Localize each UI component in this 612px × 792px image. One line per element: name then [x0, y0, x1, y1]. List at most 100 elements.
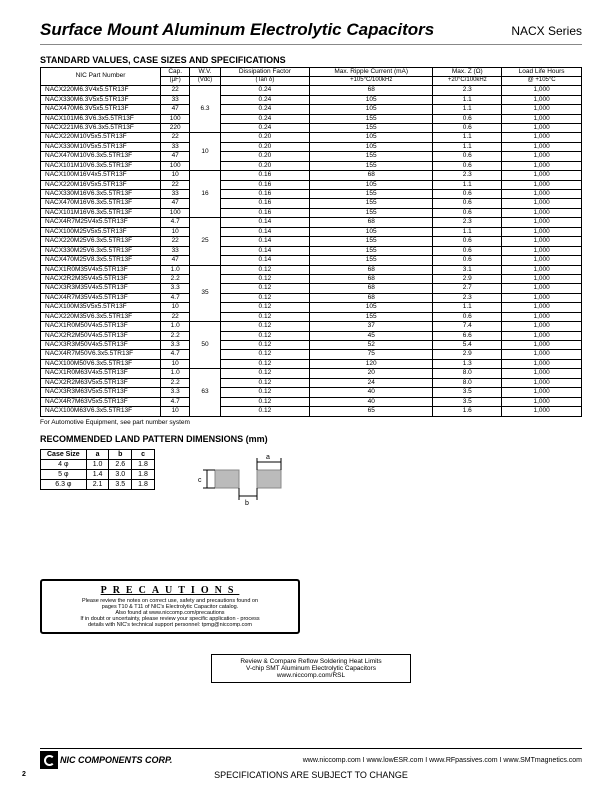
cell-life: 1,000: [502, 293, 582, 302]
cell-cap: 4.7: [161, 397, 190, 406]
cell-life: 1,000: [502, 350, 582, 359]
cell-wv: 16: [190, 171, 220, 218]
cell-ripple: 68: [310, 171, 433, 180]
cell-cap: 10: [161, 407, 190, 416]
cell-df: 0.12: [220, 407, 309, 416]
cell-pn: NACX4R7M63V5x5.5TR13F: [41, 397, 161, 406]
review-l1: Review & Compare Reflow Soldering Heat L…: [215, 658, 407, 665]
cell-life: 1,000: [502, 227, 582, 236]
cell-df: 0.12: [220, 350, 309, 359]
cell-z: 7.4: [433, 322, 502, 331]
th-life: Load Life Hours: [502, 68, 582, 77]
cell-df: 0.12: [220, 265, 309, 274]
table-row: NACX330M6.3V5x5.5TR13F 33 0.24 105 1.1 1…: [41, 95, 582, 104]
cell-z: 3.1: [433, 265, 502, 274]
page-title: Surface Mount Aluminum Electrolytic Capa…: [40, 20, 434, 40]
cell-ripple: 40: [310, 397, 433, 406]
spec-change-notice: SPECIFICATIONS ARE SUBJECT TO CHANGE: [40, 770, 582, 780]
table-row: NACX101M10V6.3x5.5TR13F 100 0.20 155 0.6…: [41, 161, 582, 170]
precautions-l5: details with NIC's technical support per…: [46, 622, 294, 628]
table-row: NACX3R3M63V5x5.5TR13F 3.3 0.12 40 3.5 1,…: [41, 388, 582, 397]
cell-cap: 33: [161, 190, 190, 199]
land-cell: 1.4: [86, 469, 109, 479]
table-row: NACX1R0M35V4x5.5TR13F 1.0 35 0.12 68 3.1…: [41, 265, 582, 274]
cell-z: 0.6: [433, 246, 502, 255]
cell-z: 1.1: [433, 142, 502, 151]
cell-pn: NACX470M10V6.3x5.5TR13F: [41, 152, 161, 161]
table-row: NACX100M50V6.3x5.5TR13F 10 0.12 120 1.3 …: [41, 359, 582, 368]
cell-pn: NACX101M10V6.3x5.5TR13F: [41, 161, 161, 170]
cell-cap: 2.2: [161, 331, 190, 340]
cell-pn: NACX2R2M35V4x5.5TR13F: [41, 274, 161, 283]
cell-ripple: 68: [310, 293, 433, 302]
cell-pn: NACX3R3M50V4x5.5TR13F: [41, 341, 161, 350]
table-row: NACX2R2M35V4x5.5TR13F 2.2 0.12 68 2.9 1,…: [41, 274, 582, 283]
cell-ripple: 40: [310, 388, 433, 397]
cell-z: 0.6: [433, 199, 502, 208]
section1-title: STANDARD VALUES, CASE SIZES AND SPECIFIC…: [40, 55, 582, 65]
land-cell: 1.8: [132, 459, 155, 469]
cell-cap: 22: [161, 312, 190, 321]
auto-note: For Automotive Equipment, see part numbe…: [40, 419, 582, 426]
cell-cap: 22: [161, 237, 190, 246]
cell-df: 0.12: [220, 293, 309, 302]
cell-df: 0.12: [220, 369, 309, 378]
cell-z: 2.3: [433, 86, 502, 95]
th-wv2: (Vdc): [190, 77, 220, 86]
cell-cap: 1.0: [161, 369, 190, 378]
cell-pn: NACX101M6.3V6.3x5.5TR13F: [41, 114, 161, 123]
cell-z: 1.6: [433, 407, 502, 416]
cell-life: 1,000: [502, 378, 582, 387]
land-cell: 1.8: [132, 479, 155, 489]
table-row: 6.3 φ2.13.51.8: [41, 479, 155, 489]
cell-cap: 33: [161, 246, 190, 255]
page-header: Surface Mount Aluminum Electrolytic Capa…: [40, 20, 582, 45]
cell-df: 0.20: [220, 133, 309, 142]
cell-cap: 100: [161, 114, 190, 123]
cell-pn: NACX470M16V6.3x5.5TR13F: [41, 199, 161, 208]
cell-z: 0.6: [433, 190, 502, 199]
cell-ripple: 155: [310, 152, 433, 161]
cell-life: 1,000: [502, 180, 582, 189]
cell-wv: 10: [190, 133, 220, 171]
cell-df: 0.24: [220, 95, 309, 104]
land-cell: 5 φ: [41, 469, 87, 479]
cell-wv: 63: [190, 369, 220, 416]
cell-life: 1,000: [502, 359, 582, 368]
table-row: NACX330M16V6.3x5.5TR13F 33 0.16 155 0.6 …: [41, 190, 582, 199]
cell-cap: 3.3: [161, 284, 190, 293]
table-row: NACX3R3M35V4x5.5TR13F 3.3 0.12 68 2.7 1,…: [41, 284, 582, 293]
cell-ripple: 155: [310, 123, 433, 132]
cell-life: 1,000: [502, 312, 582, 321]
cell-z: 8.0: [433, 378, 502, 387]
cell-life: 1,000: [502, 86, 582, 95]
cell-z: 2.7: [433, 284, 502, 293]
cell-df: 0.24: [220, 114, 309, 123]
cell-pn: NACX220M10V5x5.5TR13F: [41, 133, 161, 142]
cell-life: 1,000: [502, 341, 582, 350]
cell-z: 0.6: [433, 152, 502, 161]
table-row: NACX100M25V5x5.5TR13F 10 0.14 105 1.1 1,…: [41, 227, 582, 236]
cell-cap: 47: [161, 152, 190, 161]
svg-text:c: c: [198, 477, 202, 484]
land-cell: 2.6: [109, 459, 132, 469]
cell-ripple: 68: [310, 86, 433, 95]
cell-pn: NACX2R2M50V4x5.5TR13F: [41, 331, 161, 340]
cell-pn: NACX4R7M35V4x5.5TR13F: [41, 293, 161, 302]
table-row: NACX220M35V6.3x5.5TR13F 22 0.12 155 0.6 …: [41, 312, 582, 321]
cell-pn: NACX330M6.3V5x5.5TR13F: [41, 95, 161, 104]
cell-df: 0.14: [220, 218, 309, 227]
cell-z: 3.5: [433, 397, 502, 406]
land-th: b: [109, 449, 132, 459]
table-row: NACX3R3M50V4x5.5TR13F 3.3 0.12 52 5.4 1,…: [41, 341, 582, 350]
cell-df: 0.16: [220, 190, 309, 199]
cell-df: 0.24: [220, 86, 309, 95]
cell-ripple: 52: [310, 341, 433, 350]
cell-df: 0.14: [220, 237, 309, 246]
cell-pn: NACX3R3M35V4x5.5TR13F: [41, 284, 161, 293]
table-row: NACX101M16V6.3x5.5TR13F 100 0.16 155 0.6…: [41, 208, 582, 217]
land-pattern-table: Case Sizeabc 4 φ1.02.61.85 φ1.43.01.86.3…: [40, 449, 155, 490]
table-row: NACX1R0M50V4x5.5TR13F 1.0 50 0.12 37 7.4…: [41, 322, 582, 331]
cell-cap: 2.2: [161, 378, 190, 387]
cell-z: 1.1: [433, 303, 502, 312]
